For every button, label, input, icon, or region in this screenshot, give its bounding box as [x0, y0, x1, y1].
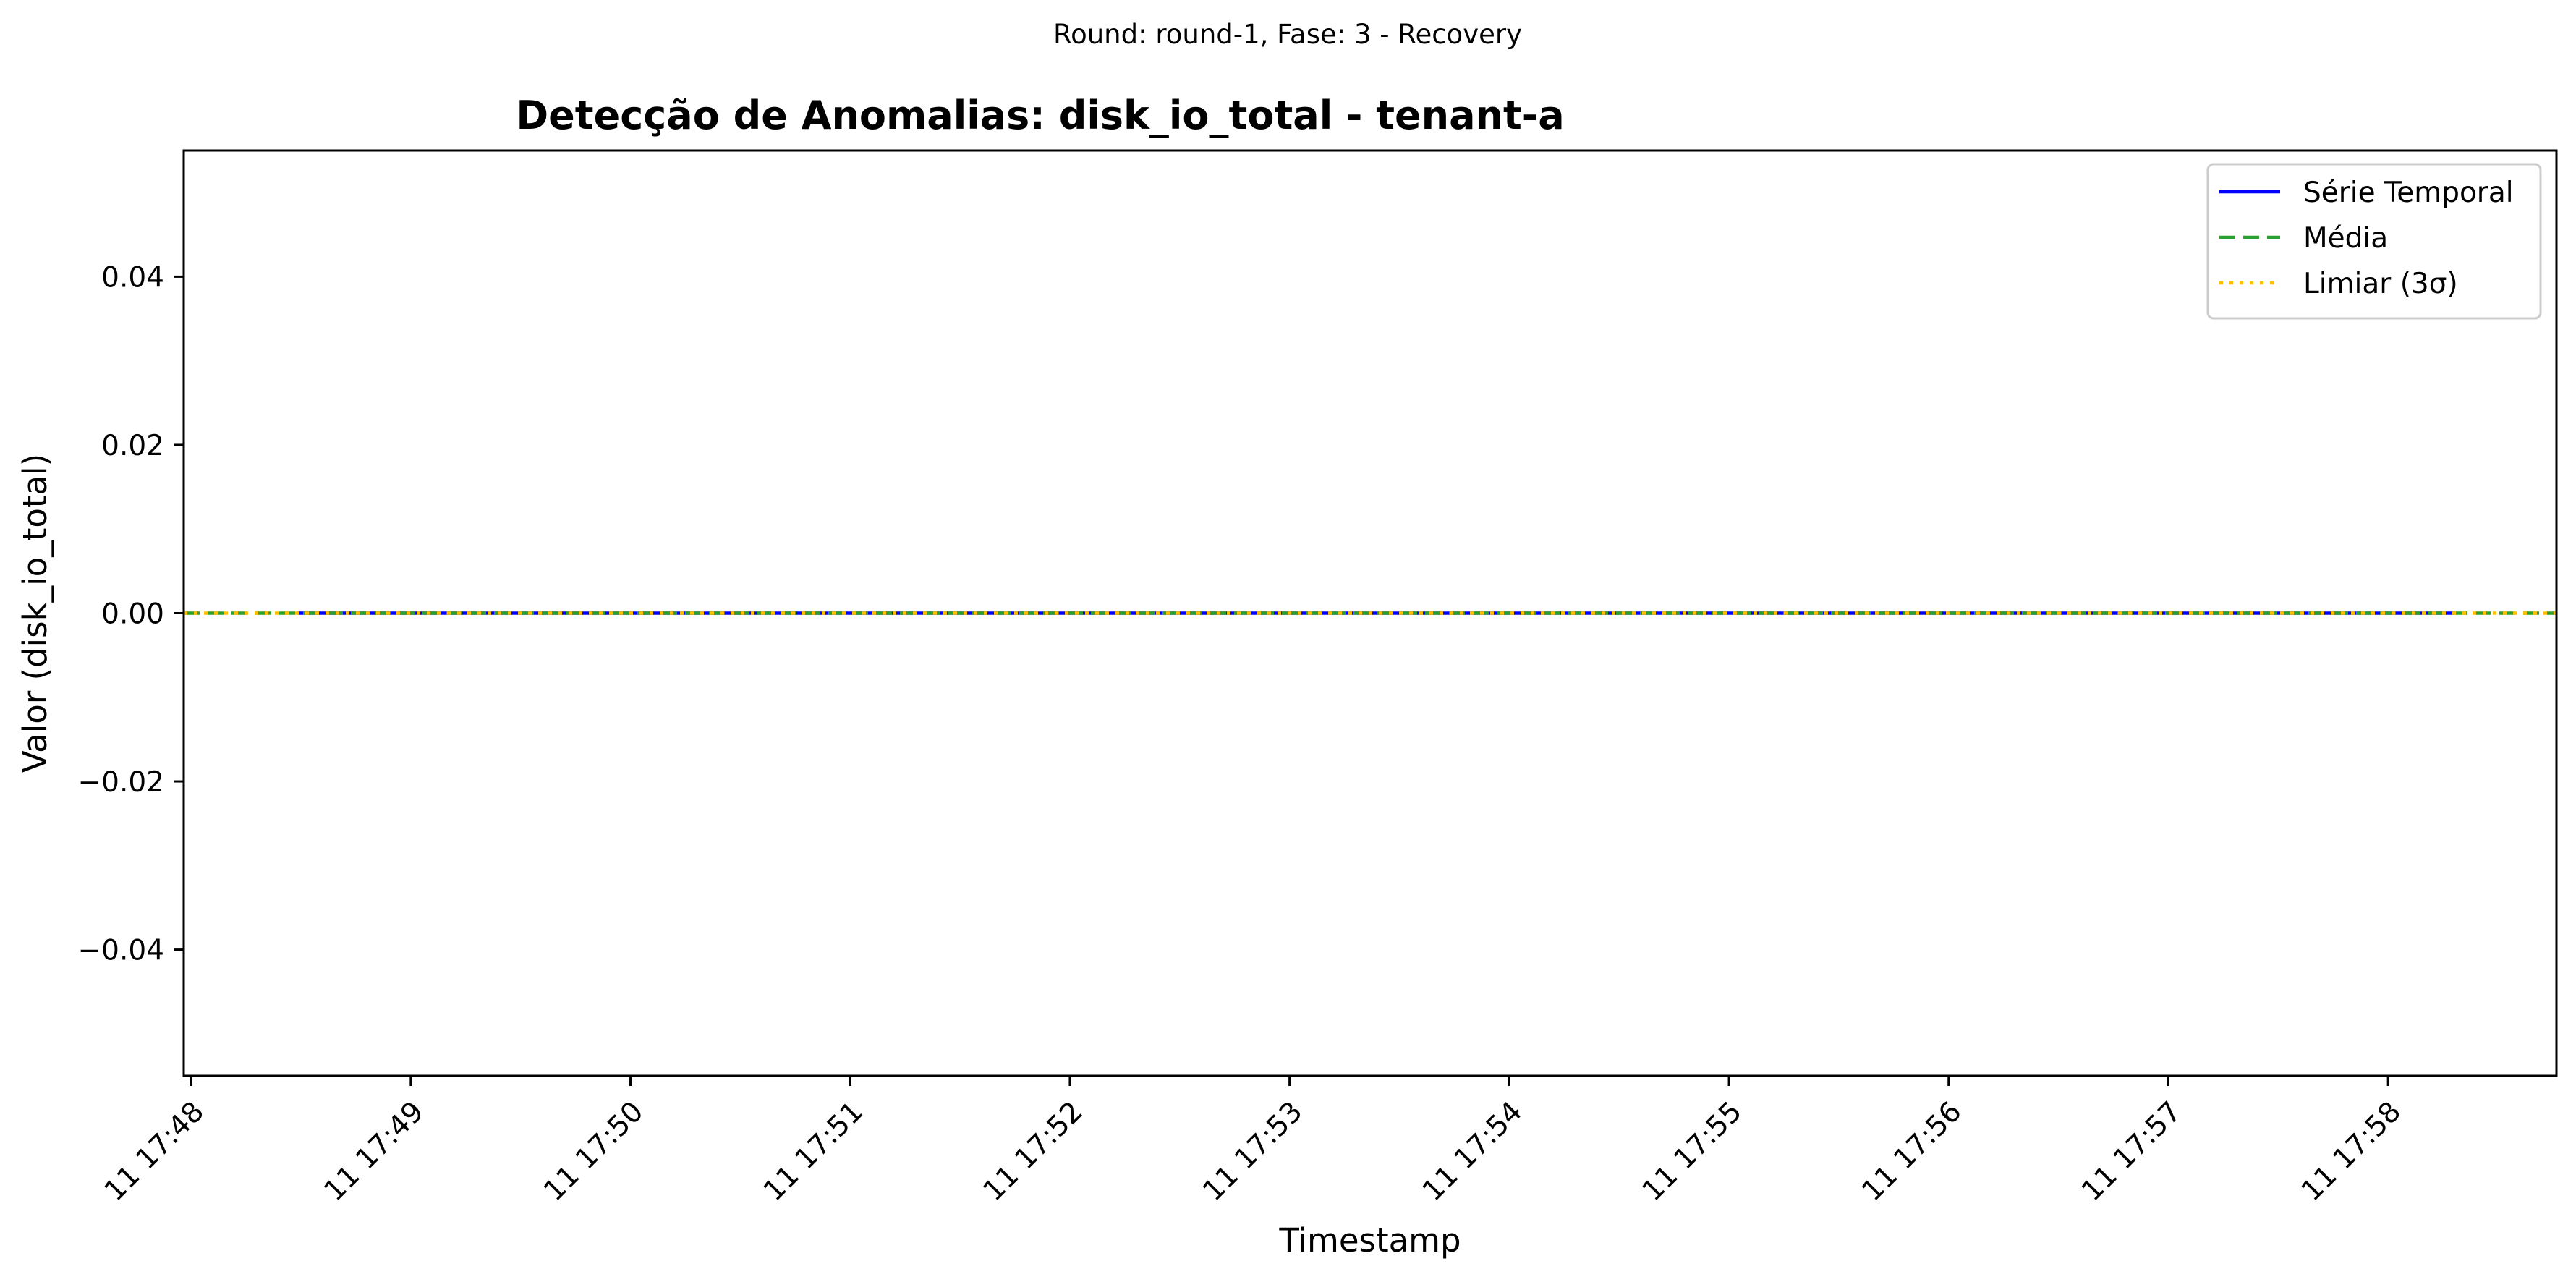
legend-label: Média — [2303, 222, 2388, 255]
x-tick-label: 11 17:48 — [98, 1095, 211, 1207]
x-tick-label: 11 17:51 — [757, 1095, 870, 1207]
y-axis: 0.04 0.02 0.00 −0.02 −0.04 — [77, 261, 184, 967]
y-tick-label: −0.04 — [77, 935, 164, 967]
x-tick-label: 11 17:54 — [1416, 1095, 1529, 1207]
y-axis-label: Valor (disk_io_total) — [16, 454, 54, 773]
y-tick-label: 0.00 — [101, 598, 164, 631]
x-tick-label: 11 17:49 — [318, 1095, 430, 1207]
figure-suptitle: Round: round-1, Fase: 3 - Recovery — [1053, 19, 1522, 50]
x-axis-label: Timestamp — [1278, 1221, 1461, 1260]
x-tick-label: 11 17:56 — [1856, 1095, 1968, 1207]
chart-title: Detecção de Anomalias: disk_io_total - t… — [516, 93, 1564, 138]
y-tick-label: 0.04 — [101, 261, 164, 294]
legend-label: Série Temporal — [2303, 177, 2514, 209]
x-tick-label: 11 17:50 — [537, 1095, 650, 1207]
x-tick-label: 11 17:52 — [977, 1095, 1089, 1207]
legend-box — [2206, 163, 2542, 320]
x-tick-label: 11 17:53 — [1196, 1095, 1309, 1207]
x-tick-label: 11 17:58 — [2295, 1095, 2407, 1207]
y-tick-label: −0.02 — [77, 766, 164, 799]
x-axis: 11 17:48 11 17:49 11 17:50 11 17:51 11 17:52… — [98, 1076, 2407, 1207]
legend: Série Temporal Média Limiar (3σ) — [2206, 163, 2542, 320]
x-tick-label: 11 17:55 — [1636, 1095, 1748, 1207]
legend-label: Limiar (3σ) — [2303, 268, 2458, 300]
y-tick-label: 0.02 — [101, 430, 164, 462]
x-tick-label: 11 17:57 — [2075, 1095, 2188, 1207]
